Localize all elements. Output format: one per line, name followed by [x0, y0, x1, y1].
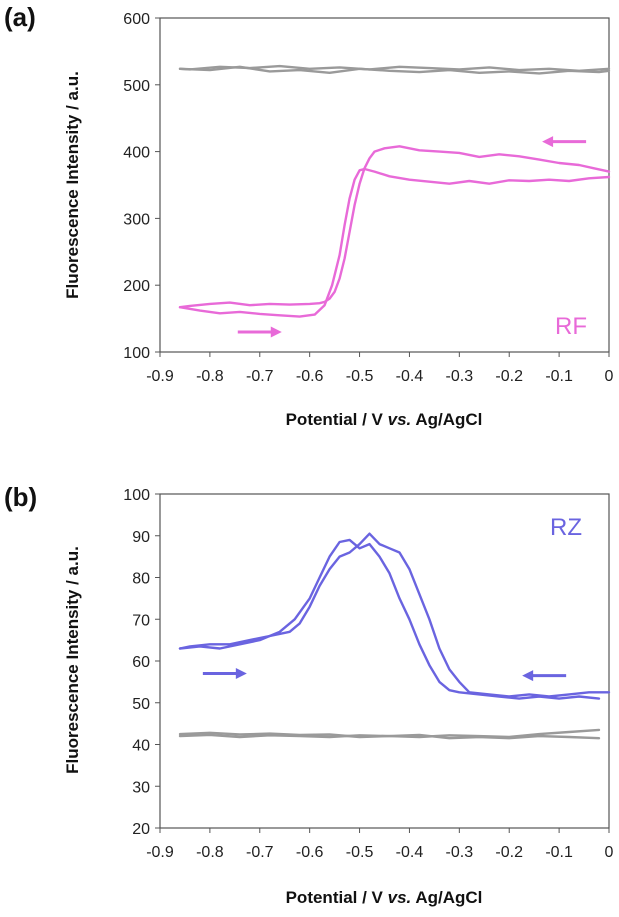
panel-b-y-tick-label: 80	[132, 571, 150, 588]
panel-b-series-line-4	[178, 731, 601, 740]
panel-b-xlabel-part-1: Potential / V	[286, 888, 388, 907]
panel-a-arrows	[237, 136, 587, 338]
arrow-head	[235, 668, 247, 680]
panel-b-rz-annotation: RZ	[550, 514, 582, 541]
panel-b-x-tick-label: -0.1	[545, 844, 573, 861]
panel-b-x-ticks: -0.9 -0.8 -0.7 -0.6 -0.5 -0.4 -0.3 -0.2 -0.1 0	[146, 828, 614, 861]
panel-a-y-tick-label: 300	[123, 211, 150, 228]
panel-a-series	[178, 64, 611, 318]
panel-a-y-ticks: 100 200 300 400 500 600	[123, 11, 160, 362]
panel-a-xlabel-part-2: vs.	[388, 410, 412, 429]
panel-a-x-tick-label: -0.7	[246, 368, 274, 385]
panel-a-x-tick-label: -0.9	[146, 368, 174, 385]
panel-b-y-tick-label: 60	[132, 654, 150, 671]
panel-b-x-tick-label: -0.4	[396, 844, 424, 861]
panel-b-x-tick-label: -0.6	[296, 844, 324, 861]
panel-b-x-axis-label: Potential / V vs. Ag/AgCl	[286, 888, 483, 907]
panel-a-y-tick-label: 600	[123, 11, 150, 28]
panel-a-series-line-4	[178, 64, 611, 73]
panel-b-arrows	[202, 668, 567, 682]
panel-a-x-tick-label: -0.1	[545, 368, 573, 385]
panel-b-y-tick-label: 90	[132, 529, 150, 546]
panel-b-x-tick-label: 0	[605, 844, 614, 861]
panel-a-x-tick-label: 0	[605, 368, 614, 385]
panel-b: (b) 20 30 40 50 60 70 80 90 100 -0.9 -0.8 -0.7 -0.6…	[4, 482, 614, 907]
panel-a-x-tick-label: -0.2	[495, 368, 523, 385]
panel-b-xlabel-part-3: Ag/AgCl	[411, 888, 482, 907]
panel-b-series	[178, 532, 611, 740]
panel-b-x-tick-label: -0.8	[196, 844, 224, 861]
panel-b-label: (b)	[4, 482, 37, 512]
panel-b-y-tick-label: 20	[132, 821, 150, 838]
panel-a-xlabel-part-1: Potential / V	[286, 410, 388, 429]
panel-b-x-tick-label: -0.5	[346, 844, 374, 861]
panel-b-scan-arrow-left	[522, 670, 567, 682]
panel-b-y-tick-label: 40	[132, 738, 150, 755]
panel-a-xlabel-part-3: Ag/AgCl	[411, 410, 482, 429]
panel-a-rf-annotation: RF	[555, 313, 587, 340]
panel-a-y-tick-label: 100	[123, 345, 150, 362]
panel-a-y-axis-label: Fluorescence Intensity / a.u.	[63, 71, 82, 299]
panel-b-series-line-2	[178, 532, 611, 698]
panel-b-x-tick-label: -0.3	[446, 844, 474, 861]
panel-a-plot-frame	[159, 17, 610, 353]
panel-b-scan-arrow-right	[202, 668, 247, 680]
panel-a-y-tick-label: 500	[123, 78, 150, 95]
panel-a-x-axis-label: Potential / V vs. Ag/AgCl	[286, 410, 483, 429]
arrow-head	[270, 326, 282, 338]
panel-b-plot-frame	[159, 493, 610, 829]
panel-a-scan-arrow-right	[237, 326, 282, 338]
panel-b-x-tick-label: -0.7	[246, 844, 274, 861]
panel-b-x-tick-label: -0.2	[495, 844, 523, 861]
panel-a-y-tick-label: 400	[123, 145, 150, 162]
panel-b-y-ticks: 20 30 40 50 60 70 80 90 100	[123, 487, 160, 838]
panel-b-y-tick-label: 100	[123, 487, 150, 504]
panel-b-y-axis-label: Fluorescence Intensity / a.u.	[63, 546, 82, 774]
panel-a-series-line-1	[178, 167, 611, 318]
panel-a-x-tick-label: -0.6	[296, 368, 324, 385]
panel-a-x-tick-label: -0.8	[196, 368, 224, 385]
arrow-head	[522, 670, 534, 682]
panel-a-series-line-2	[178, 145, 611, 309]
panel-a-x-ticks: -0.9 -0.8 -0.7 -0.6 -0.5 -0.4 -0.3 -0.2 -0.1 0	[146, 352, 614, 385]
panel-a-x-tick-label: -0.3	[446, 368, 474, 385]
panel-b-y-tick-label: 50	[132, 696, 150, 713]
panel-a-x-tick-label: -0.5	[346, 368, 374, 385]
arrow-head	[542, 136, 554, 148]
panel-b-xlabel-part-2: vs.	[388, 888, 412, 907]
panel-b-x-tick-label: -0.9	[146, 844, 174, 861]
panel-b-y-tick-label: 70	[132, 612, 150, 629]
panel-a-series-line-3	[178, 65, 611, 75]
panel-b-y-tick-label: 30	[132, 779, 150, 796]
panel-a-scan-arrow-left	[542, 136, 587, 148]
panel-a-label: (a)	[4, 2, 36, 32]
panel-a-y-tick-label: 200	[123, 278, 150, 295]
panel-a-x-tick-label: -0.4	[396, 368, 424, 385]
